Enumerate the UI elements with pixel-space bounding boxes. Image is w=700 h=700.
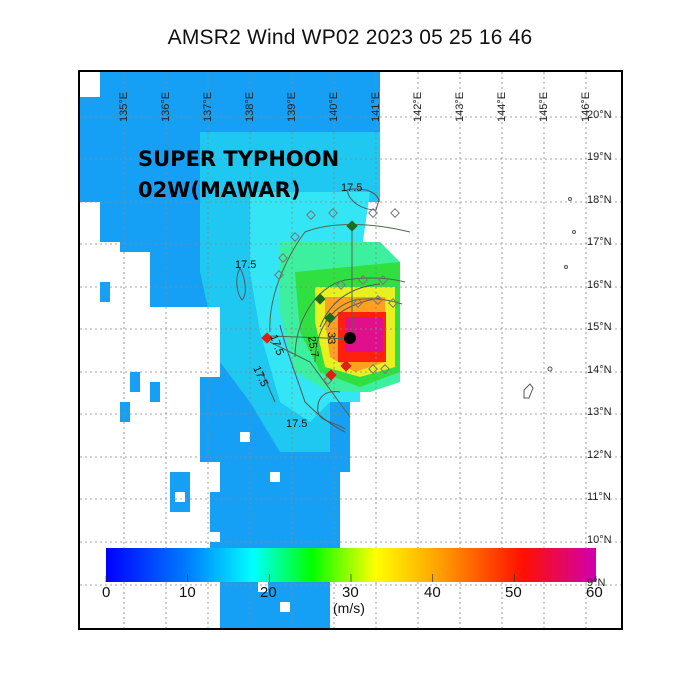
contour-label: 33 — [325, 332, 337, 344]
lon-label: 140°E — [328, 91, 340, 122]
storm-name-label: SUPER TYPHOON 02W(MAWAR) — [138, 144, 339, 206]
lon-label: 145°E — [538, 91, 550, 122]
contour-label: 17.5 — [341, 182, 362, 194]
lat-label: 16°N — [587, 279, 612, 291]
contour-label: 17.5 — [286, 418, 307, 430]
lon-label: 142°E — [412, 91, 424, 122]
map-frame: 17.5 17.5 17.5 17.5 17.5 25.7 33 SUPER T… — [78, 70, 623, 630]
lat-label: 15°N — [587, 321, 612, 333]
colorbar-tick-label: 60 — [586, 584, 603, 601]
lat-label: 18°N — [587, 194, 612, 206]
lon-label: 136°E — [160, 91, 172, 122]
radius-key-points — [261, 220, 358, 381]
radius-markers — [274, 208, 400, 385]
wind-field-map: 17.5 17.5 17.5 17.5 17.5 25.7 33 — [80, 72, 621, 628]
colorbar-tick-label: 10 — [179, 584, 196, 601]
contour-label: 25.7 — [305, 335, 321, 358]
lon-label: 144°E — [496, 91, 508, 122]
lon-label: 143°E — [454, 91, 466, 122]
lon-label: 137°E — [202, 91, 214, 122]
lon-label: 135°E — [118, 91, 130, 122]
lon-label: 138°E — [244, 91, 256, 122]
storm-center-icon — [344, 332, 356, 344]
colorbar-ticks — [105, 574, 597, 582]
lat-label: 12°N — [587, 449, 612, 461]
colorbar-tick-label: 40 — [424, 584, 441, 601]
lat-label: 9°N — [587, 577, 606, 589]
lon-label: 139°E — [286, 91, 298, 122]
contour-label: 17.5 — [235, 259, 256, 271]
lat-label: 11°N — [587, 491, 611, 503]
lat-label: 14°N — [587, 364, 612, 376]
colorbar-tick-label: 0 — [102, 584, 111, 601]
lat-label: 20°N — [587, 109, 612, 121]
storm-id: 02W(MAWAR) — [138, 178, 301, 202]
colorbar-units: (m/s) — [333, 600, 365, 616]
graticule — [80, 72, 621, 628]
colorbar-tick-label: 20 — [260, 584, 277, 601]
wind-radii — [269, 224, 411, 418]
colorbar-tick-label: 30 — [342, 584, 359, 601]
storm-classification: SUPER TYPHOON — [138, 147, 340, 171]
lat-label: 10°N — [587, 534, 612, 546]
lat-label: 13°N — [587, 406, 612, 418]
islands — [523, 197, 576, 399]
lat-label: 17°N — [587, 236, 612, 248]
colorbar-tick-label: 50 — [505, 584, 522, 601]
lon-label: 141°E — [370, 91, 382, 122]
lat-label: 19°N — [587, 151, 612, 163]
chart-title: AMSR2 Wind WP02 2023 05 25 16 46 — [167, 26, 533, 49]
